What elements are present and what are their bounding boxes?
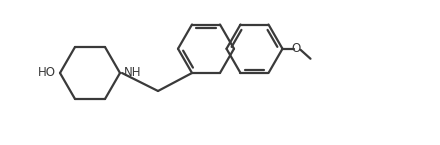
Text: NH: NH bbox=[124, 67, 142, 79]
Text: HO: HO bbox=[38, 67, 56, 79]
Text: O: O bbox=[292, 42, 301, 55]
